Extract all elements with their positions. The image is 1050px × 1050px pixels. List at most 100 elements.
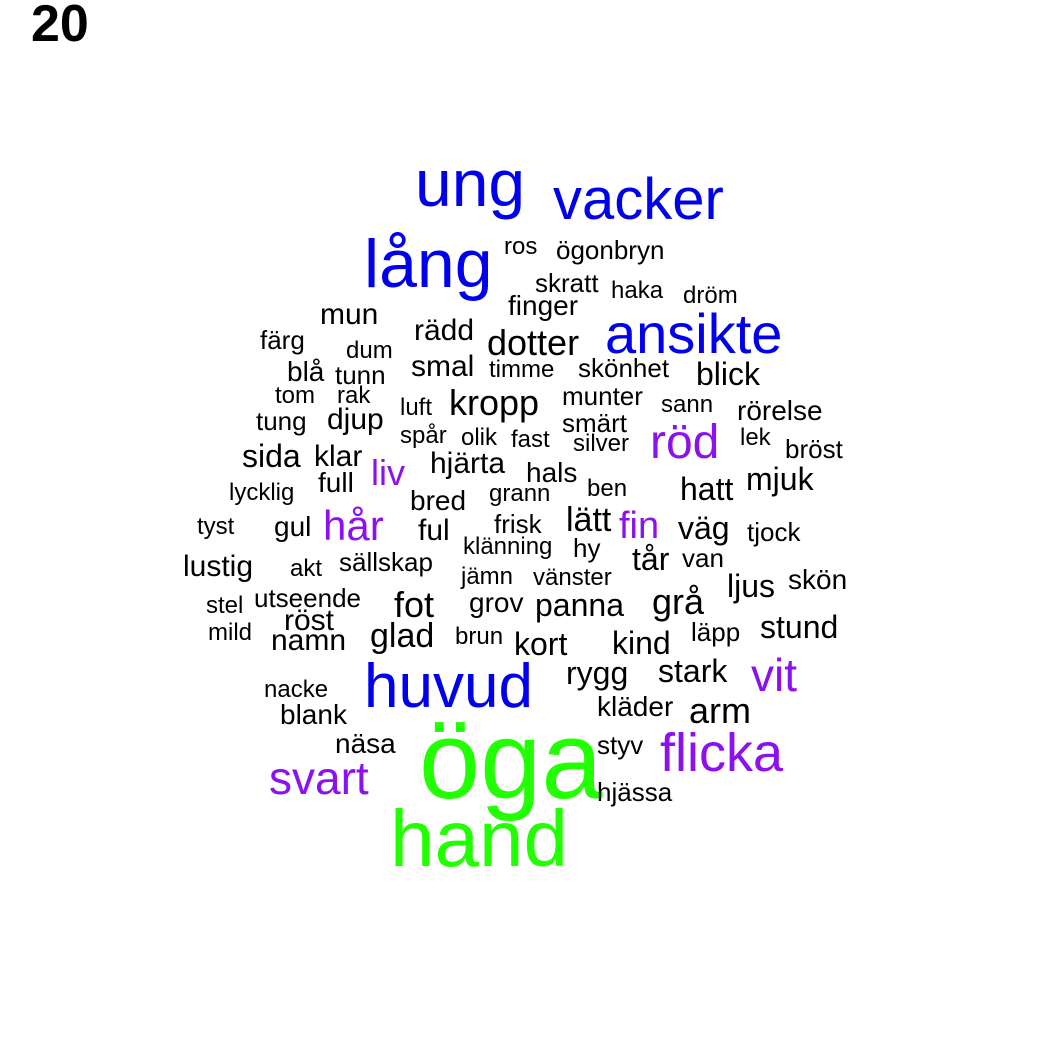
word-tjock: tjock	[747, 517, 801, 547]
word-farg: färg	[260, 325, 305, 355]
word-luft: luft	[400, 394, 433, 421]
word-mild: mild	[208, 619, 253, 646]
word-styv: styv	[597, 730, 644, 760]
word-nasa: näsa	[335, 728, 396, 759]
word-radd: rädd	[414, 314, 475, 347]
word-hand: hand	[390, 794, 568, 883]
word-spar: spår	[400, 422, 447, 449]
word-gra: grå	[652, 581, 705, 622]
word-rak: rak	[337, 382, 371, 409]
word-lycklig: lycklig	[229, 479, 295, 506]
word-fast: fast	[511, 426, 550, 453]
word-jamn: jämn	[461, 563, 514, 590]
page-number: 20	[31, 0, 89, 53]
word-kort: kort	[514, 626, 568, 662]
word-svart: svart	[269, 752, 369, 804]
word-blank: blank	[280, 699, 347, 730]
word-haka: haka	[611, 277, 664, 304]
word-vag: väg	[678, 510, 730, 546]
word-skonhet: skönhet	[578, 353, 670, 383]
word-hjarta: hjärta	[430, 447, 506, 480]
word-latt: lätt	[566, 501, 612, 539]
word-drom: dröm	[683, 282, 738, 309]
word-lek: lek	[740, 424, 771, 451]
word-lustig: lustig	[183, 550, 254, 583]
word-dum: dum	[346, 337, 393, 364]
word-hy: hy	[573, 533, 601, 563]
word-nacke: nacke	[264, 676, 329, 703]
word-namn: namn	[271, 624, 347, 657]
word-sallskap: sällskap	[339, 547, 433, 577]
word-oga: öga	[419, 699, 603, 822]
word-grov: grov	[469, 587, 524, 618]
word-munter: munter	[562, 381, 643, 411]
word-huvud: huvud	[364, 652, 533, 721]
word-liv: liv	[371, 452, 405, 493]
word-utseende: utseende	[254, 583, 361, 613]
word-ros: ros	[504, 233, 538, 260]
word-ljus: ljus	[727, 568, 776, 604]
word-flicka: flicka	[660, 723, 784, 783]
word-blick: blick	[696, 356, 761, 392]
word-mjuk: mjuk	[746, 461, 814, 497]
word-sida: sida	[242, 438, 301, 474]
word-lang: lång	[364, 226, 493, 302]
word-stel: stel	[206, 592, 244, 619]
word-dotter: dotter	[487, 322, 580, 363]
word-vanster: vänster	[533, 564, 612, 591]
word-stark: stark	[658, 653, 728, 689]
word-smal: smal	[411, 350, 475, 383]
word-finger: finger	[508, 290, 579, 321]
word-tar: tår	[632, 541, 670, 577]
word-ogonbryn: ögonbryn	[556, 235, 665, 265]
word-kropp: kropp	[449, 382, 540, 423]
word-ben: ben	[587, 475, 628, 502]
word-har: hår	[323, 502, 384, 549]
word-bred: bred	[410, 485, 467, 516]
word-rost: röst	[284, 604, 335, 637]
word-akt: akt	[290, 555, 323, 582]
word-rorelse: rörelse	[737, 395, 823, 426]
word-panna: panna	[535, 587, 624, 623]
word-tyst: tyst	[197, 513, 235, 540]
word-skratt: skratt	[535, 268, 599, 298]
word-tom: tom	[275, 382, 316, 409]
word-brun: brun	[455, 623, 504, 650]
word-fot: fot	[394, 584, 435, 625]
word-brost: bröst	[785, 434, 843, 464]
word-kind: kind	[612, 625, 671, 661]
word-arm: arm	[689, 690, 751, 731]
word-van: van	[682, 543, 724, 573]
word-tunn: tunn	[335, 360, 386, 390]
word-fin: fin	[619, 505, 660, 547]
word-lapp: läpp	[691, 617, 741, 647]
word-vit: vit	[751, 649, 797, 701]
word-grann: grann	[489, 480, 551, 507]
word-hals: hals	[526, 457, 578, 488]
word-silver: silver	[573, 430, 630, 457]
word-klanning: klänning	[463, 533, 553, 560]
word-klar: klar	[314, 440, 363, 473]
word-skon: skön	[788, 564, 848, 595]
word-ung: ung	[415, 146, 526, 220]
word-timme: timme	[489, 356, 555, 383]
word-djup: djup	[327, 403, 384, 436]
word-smart: smärt	[562, 408, 627, 438]
word-gul: gul	[274, 511, 312, 542]
word-full: full	[318, 467, 354, 498]
word-ansikte: ansikte	[605, 302, 783, 365]
word-olik: olik	[461, 424, 498, 451]
word-bla: blå	[287, 356, 325, 387]
word-hatt: hatt	[680, 471, 734, 507]
word-hjassa: hjässa	[597, 777, 673, 807]
word-klader: kläder	[597, 691, 674, 722]
word-rygg: rygg	[566, 655, 629, 691]
word-stund: stund	[760, 609, 839, 645]
word-sann: sann	[661, 391, 714, 418]
word-frisk: frisk	[494, 509, 542, 539]
word-glad: glad	[370, 617, 435, 655]
word-tung: tung	[256, 406, 307, 436]
word-rod: röd	[650, 416, 720, 469]
word-mun: mun	[320, 298, 379, 331]
